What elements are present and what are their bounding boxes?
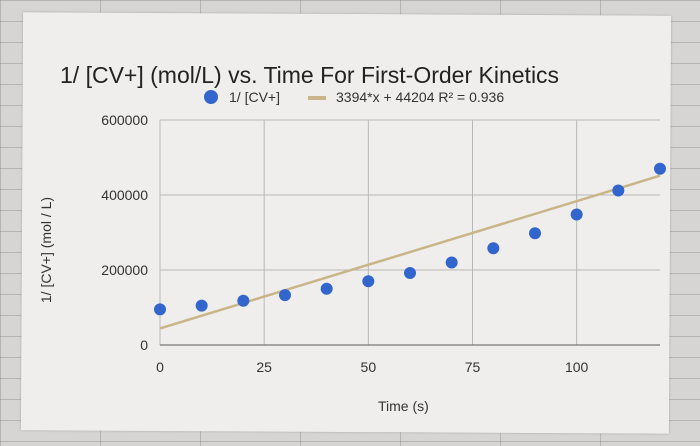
data-point [404,267,416,279]
x-tick-label: 25 [256,359,272,375]
legend-label-series: 1/ [CV+] [229,89,280,105]
trendline [159,174,661,330]
y-axis-title: 1/ [CV+] (mol / L) [38,196,54,304]
y-tick-label: 0 [140,337,148,353]
data-point [445,256,458,269]
y-tick-label: 200000 [101,262,148,278]
y-tick-label: 600000 [101,112,148,128]
data-point [612,184,625,197]
legend-marker-trendline [308,96,326,100]
chart-title: 1/ [CV+] (mol/L) vs. Time For First-Orde… [60,62,560,88]
data-point [195,299,208,312]
y-tick-label: 400000 [101,187,148,203]
data-point [154,303,166,316]
data-point [654,162,666,175]
data-point [320,282,333,295]
x-tick-label: 0 [156,359,164,375]
data-point [237,294,250,307]
data-point [362,275,375,288]
x-tick-label: 75 [465,359,481,375]
x-axis-title: Time (s) [378,398,429,414]
data-point [570,208,583,221]
data-point [529,227,541,240]
data-point [487,242,500,255]
legend-marker-series [204,90,218,104]
x-tick-label: 50 [361,359,377,375]
data-point [279,289,291,302]
x-tick-label: 100 [565,359,589,375]
legend-label-trendline: 3394*x + 44204 R² = 0.936 [336,89,505,105]
